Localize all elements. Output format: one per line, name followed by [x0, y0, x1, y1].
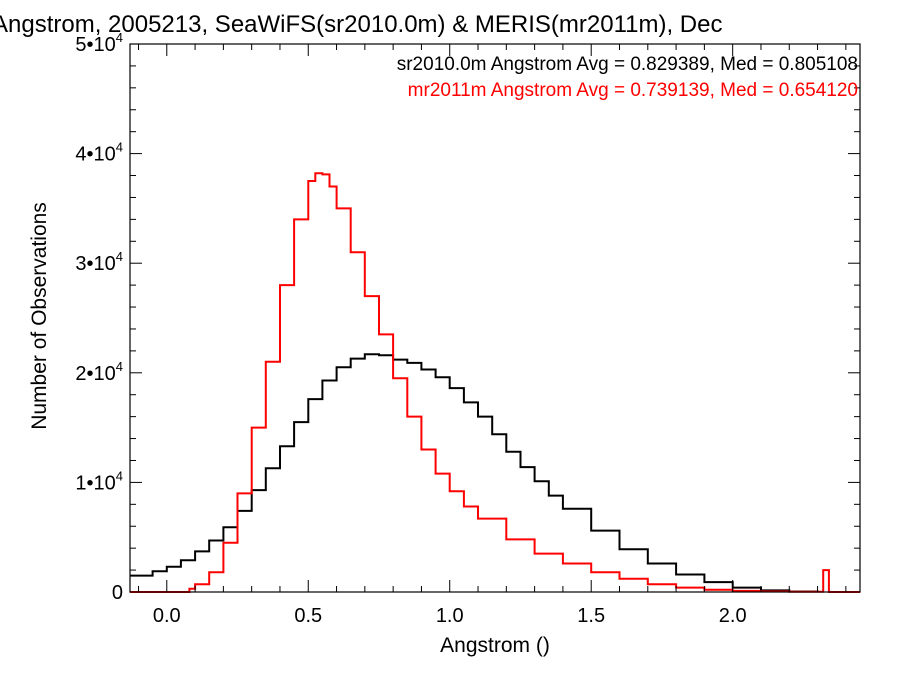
- y-axis-label: Number of Observations: [28, 202, 51, 430]
- x-tick-label: 2.0: [719, 605, 747, 627]
- x-tick-label: 1.0: [436, 605, 464, 627]
- chart-title: Angstrom, 2005213, SeaWiFS(sr2010.0m) & …: [0, 11, 722, 38]
- x-tick-label: 0.5: [294, 605, 322, 627]
- y-axis-tick-labels: 0 1•104 2•104 3•104 4•104 5•104: [75, 30, 123, 604]
- x-tick-label: 1.5: [577, 605, 605, 627]
- plot-frame: [129, 43, 861, 593]
- y-tick-label: 2•104: [75, 359, 123, 385]
- y-tick-label: 4•104: [75, 140, 123, 166]
- x-tick-label: 0.0: [153, 605, 181, 627]
- legend-entry-sr2010: sr2010.0m Angstrom Avg = 0.829389, Med =…: [397, 54, 858, 75]
- y-tick-label: 5•104: [75, 30, 123, 56]
- y-tick-label: 3•104: [75, 249, 123, 275]
- y-tick-label: 1•104: [75, 468, 123, 494]
- plot-area: [129, 43, 861, 593]
- legend: sr2010.0m Angstrom Avg = 0.829389, Med =…: [397, 54, 858, 101]
- legend-entry-mr2011: mr2011m Angstrom Avg = 0.739139, Med = 0…: [408, 80, 858, 101]
- x-axis-label: Angstrom (): [440, 634, 550, 657]
- x-axis-tick-labels: 0.0 0.5 1.0 1.5 2.0: [153, 605, 747, 627]
- series-line-mr2011m: [130, 172, 860, 593]
- y-tick-label: 0: [112, 582, 123, 604]
- series-line-sr2010.0m: [130, 353, 819, 593]
